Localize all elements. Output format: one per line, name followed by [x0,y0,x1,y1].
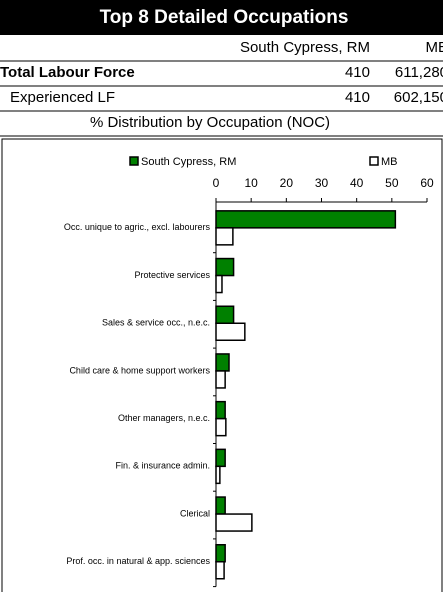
header-title: Top 8 Detailed Occupations [100,7,349,28]
bar [215,448,226,468]
y-tick-label: Other managers, n.e.c. [118,413,210,423]
y-tick-label: Clerical [180,508,210,518]
caption: % Distribution by Occupation (NOC) [90,114,330,131]
column-header: MB [426,39,443,56]
y-tick-label: Sales & service occ., n.e.c. [102,318,210,328]
bar [215,465,221,485]
x-tick-label: 40 [350,176,364,190]
bar [215,322,246,341]
bar [215,305,235,324]
header-bar [0,0,443,35]
x-tick-label: 60 [420,176,434,190]
bar [215,561,225,580]
cell: 410 [345,64,370,81]
bar [215,417,227,437]
chart-frame [1,138,443,592]
legend-swatch [129,156,139,166]
y-tick-label: Occ. unique to agric., excl. labourers [64,222,211,232]
bar [215,370,226,389]
y-tick-label: Protective services [134,270,210,280]
legend-swatch [369,156,379,166]
y-tick-label: Fin. & insurance admin. [115,461,210,471]
x-tick-label: 10 [244,176,258,190]
row-label: Total Labour Force [0,64,135,81]
x-tick-label: 30 [315,176,329,190]
column-header: South Cypress, RM [240,39,370,56]
legend-label: MB [381,156,398,168]
bar [215,274,223,294]
row-label: Experienced LF [10,89,115,106]
bar [215,227,234,246]
x-tick-label: 50 [385,176,399,190]
bar [215,353,230,372]
y-tick-label: Prof. occ. in natural & app. sciences [66,556,210,566]
cell: 410 [345,89,370,106]
bar [215,400,226,420]
bar [215,210,397,229]
cell: 602,150 [394,89,443,106]
bar [215,496,226,515]
bar [215,257,235,277]
chart: South Cypress, RM MB 0 10 20 30 40 50 60 Occ. uni… [64,156,434,588]
legend-label: South Cypress, RM [141,156,236,168]
y-tick-label: Child care & home support workers [69,365,210,375]
x-tick-label: 0 [213,176,220,190]
x-tick-label: 20 [280,176,294,190]
bar [215,544,226,563]
bar [215,513,253,532]
cell: 611,280 [395,64,443,81]
